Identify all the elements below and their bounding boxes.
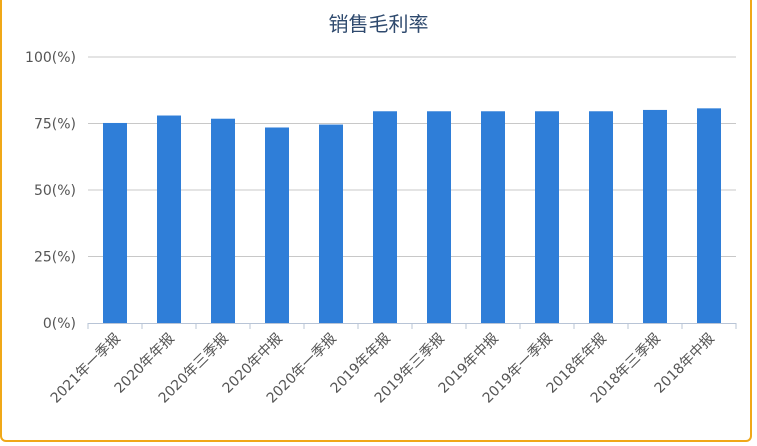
- bar[interactable]: [481, 111, 505, 323]
- bars: [103, 108, 721, 324]
- chart-title: 销售毛利率: [328, 12, 429, 36]
- bar[interactable]: [643, 109, 667, 324]
- bar[interactable]: [265, 127, 289, 324]
- grid-lines: [88, 56, 736, 257]
- y-tick-label: 50(%): [34, 183, 76, 199]
- bar[interactable]: [535, 111, 559, 323]
- bar[interactable]: [373, 111, 397, 323]
- bar[interactable]: [157, 115, 181, 324]
- bar[interactable]: [589, 111, 613, 323]
- x-tick-label: 2021年一季报: [48, 331, 124, 407]
- bar[interactable]: [211, 118, 235, 323]
- bar[interactable]: [697, 108, 721, 323]
- y-tick-label: 75(%): [34, 117, 76, 133]
- x-tick-labels: 2021年一季报2020年年报2020年三季报2020年中报2020年一季报20…: [48, 331, 718, 407]
- y-tick-labels: 0(%) 25(%) 50(%) 75(%) 100(%): [25, 50, 76, 332]
- bar[interactable]: [319, 124, 343, 324]
- axes: [87, 323, 737, 329]
- bar[interactable]: [427, 111, 451, 323]
- y-tick-label: 25(%): [34, 250, 76, 266]
- y-tick-label: 100(%): [25, 50, 76, 66]
- bar[interactable]: [103, 122, 127, 323]
- y-tick-label: 0(%): [43, 316, 76, 332]
